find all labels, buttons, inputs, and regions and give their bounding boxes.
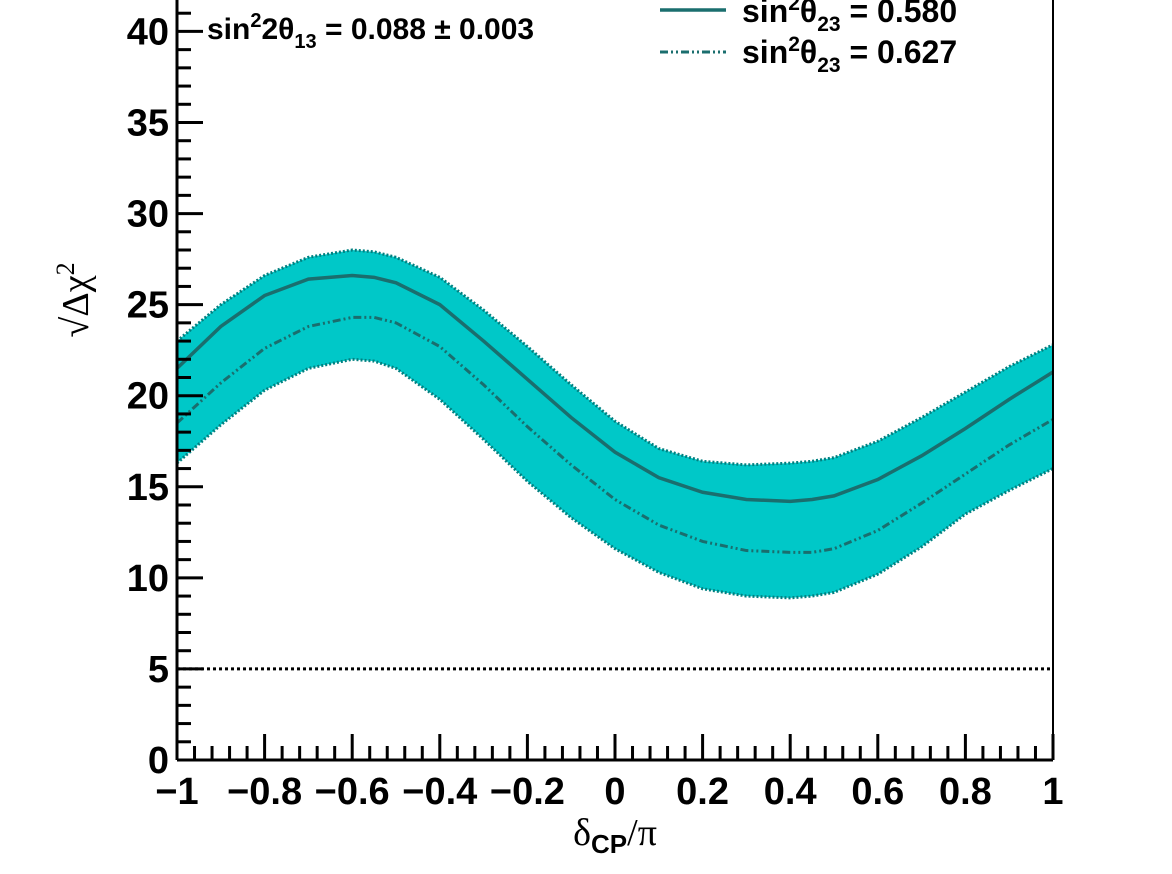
legend0-sub: 23: [817, 13, 840, 36]
y-tick-label: 20: [127, 376, 169, 418]
x-tick-label: −0.4: [402, 771, 477, 813]
series-line-1: [175, 315, 1054, 554]
band-upper-edge: [176, 248, 1054, 467]
x-tick-label: −1: [155, 771, 198, 813]
legend1-pre: sin: [742, 34, 788, 70]
y-tick-label: 10: [127, 558, 169, 600]
legend-entry-0627: sin2θ23 = 0.627: [742, 33, 957, 77]
legend0-post: = 0.580: [841, 0, 958, 29]
legend0-sup: 2: [788, 0, 800, 15]
y-tick-label: 25: [127, 285, 169, 327]
x-tick-label: 1: [1042, 771, 1063, 813]
axes-frame: [175, 0, 1054, 762]
theta13-annotation: sin22θ13 = 0.088 ± 0.003: [207, 10, 534, 53]
y-tick-label: 30: [127, 194, 169, 236]
x-axis-title-main: δ: [573, 812, 591, 854]
annot-mid: 2θ: [261, 13, 294, 46]
band-fill: [177, 250, 1053, 598]
x-tick-label: 0.4: [764, 771, 817, 813]
uncertainty-band: [176, 248, 1054, 600]
legend: sin2θ23 = 0.580 sin2θ23 = 0.627: [660, 0, 957, 77]
x-tick-label: 0: [604, 771, 625, 813]
legend-entry-0580: sin2θ23 = 0.580: [742, 0, 957, 36]
annot-sup: 2: [250, 10, 261, 32]
x-tick-label: −0.8: [227, 771, 302, 813]
band-lower-edge: [176, 357, 1054, 600]
y-axis-title: √Δχ2: [51, 262, 97, 337]
legend1-post: = 0.627: [841, 34, 958, 70]
y-axis-title-sup: 2: [51, 262, 80, 275]
annot-post: = 0.088 ± 0.003: [317, 13, 534, 46]
legend1-sup: 2: [788, 33, 800, 56]
x-axis-title: δCP/π: [573, 812, 657, 859]
annot-sub: 13: [294, 31, 316, 53]
y-tick-label: 0: [148, 740, 169, 782]
x-tick-label: 0.8: [939, 771, 992, 813]
y-tick-label: 15: [127, 467, 169, 509]
x-tick-label: −0.6: [315, 771, 390, 813]
series-line-0: [175, 273, 1054, 504]
legend0-pre: sin: [742, 0, 788, 29]
legend1-mid: θ: [800, 34, 817, 70]
x-tick-label: 0.6: [851, 771, 904, 813]
tick-marks: [175, 11, 1055, 762]
series-lines: [175, 273, 1054, 671]
y-tick-label: 35: [127, 103, 169, 145]
x-tick-label: 0.2: [676, 771, 729, 813]
tick-labels: −1 −0.8 −0.6 −0.4 −0.2 0 0.2 0.4 0.6 0.8 105101520…: [127, 11, 1064, 813]
x-axis-title-tail: /π: [627, 812, 657, 854]
y-tick-label: 5: [148, 649, 169, 691]
legend0-mid: θ: [800, 0, 817, 29]
x-tick-label: −0.2: [490, 771, 565, 813]
y-axis-title-main: √Δχ: [55, 275, 97, 337]
x-axis-title-sub: CP: [591, 829, 627, 859]
legend1-sub: 23: [817, 54, 840, 77]
annot-pre: sin: [207, 13, 250, 46]
y-tick-label: 40: [127, 11, 169, 53]
